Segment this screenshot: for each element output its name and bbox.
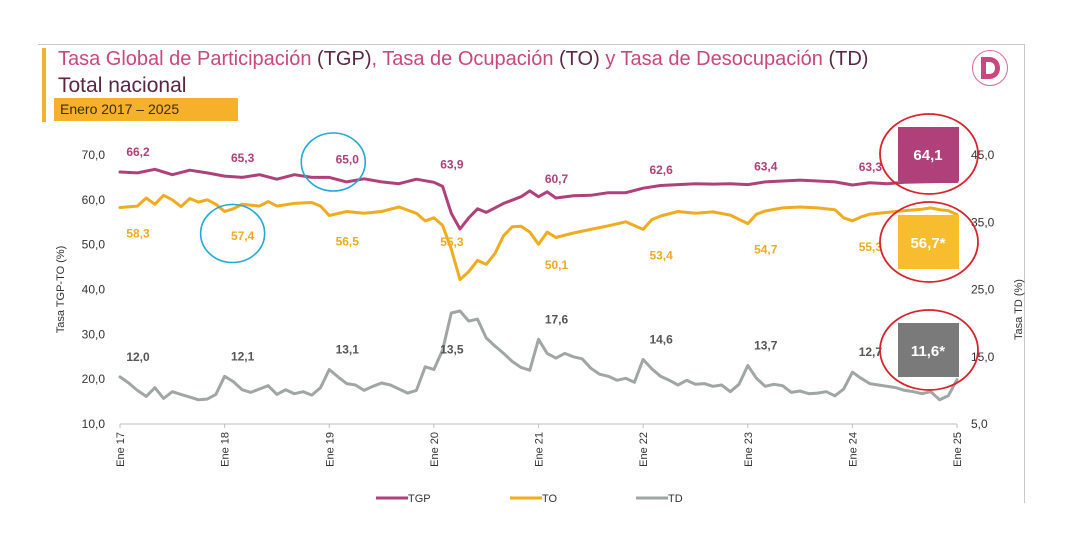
data-label-to: 55,3 bbox=[440, 235, 464, 249]
x-tick-label: Ene 22 bbox=[638, 432, 650, 467]
y-left-tick-label: 60,0 bbox=[82, 193, 106, 207]
latest-value-box-tgp bbox=[898, 127, 959, 181]
x-tick-label: Ene 24 bbox=[847, 432, 859, 467]
x-tick-label: Ene 23 bbox=[743, 432, 755, 467]
data-label-to: 57,4 bbox=[231, 229, 255, 243]
data-label-to: 53,4 bbox=[649, 248, 673, 262]
x-tick-label: Ene 25 bbox=[952, 432, 964, 467]
data-label-to: 50,1 bbox=[545, 258, 569, 272]
chart-title: Tasa Global de Participación (TGP), Tasa… bbox=[58, 48, 868, 71]
legend-label-tgp: TGP bbox=[408, 493, 431, 505]
title-td-abbr: (TD) bbox=[828, 48, 869, 70]
data-label-to: 55,3 bbox=[859, 240, 883, 254]
y-left-tick-label: 20,0 bbox=[82, 372, 106, 386]
y-left-axis-title: Tasa TGP-TO (%) bbox=[55, 246, 67, 334]
x-tick-label: Ene 17 bbox=[115, 432, 127, 467]
data-label-to: 58,3 bbox=[126, 226, 150, 240]
latest-highlight-circle bbox=[879, 201, 979, 283]
y-left-tick-label: 40,0 bbox=[82, 283, 106, 297]
logo-d-icon bbox=[981, 57, 1000, 79]
data-label-td: 13,7 bbox=[754, 338, 778, 352]
y-right-tick-label: 25,0 bbox=[971, 283, 995, 297]
data-label-td: 14,6 bbox=[649, 332, 673, 346]
title-tgp: Tasa Global de Participación bbox=[58, 48, 312, 70]
data-label-td: 12,0 bbox=[126, 350, 150, 364]
series-line-tgp bbox=[118, 167, 959, 231]
x-tick-label: Ene 20 bbox=[429, 432, 441, 467]
title-td: y Tasa de Desocupación bbox=[605, 48, 823, 70]
latest-value-box-to bbox=[898, 215, 959, 269]
title-to-abbr: (TO) bbox=[559, 48, 600, 70]
y-right-tick-label: 45,0 bbox=[971, 148, 995, 162]
y-right-tick-label: 5,0 bbox=[971, 417, 988, 431]
latest-value-td: 11,6* bbox=[911, 343, 945, 360]
latest-value-to: 56,7* bbox=[910, 235, 945, 252]
y-right-axis-title: Tasa TD (%) bbox=[1013, 279, 1025, 340]
highlight-circle bbox=[300, 132, 367, 192]
data-label-tgp: 60,7 bbox=[545, 172, 569, 186]
title-tgp-abbr: (TGP) bbox=[317, 48, 372, 70]
data-label-td: 13,1 bbox=[336, 343, 360, 357]
data-label-tgp: 65,3 bbox=[231, 151, 255, 165]
y-left-tick-label: 10,0 bbox=[82, 417, 106, 431]
data-label-td: 13,5 bbox=[440, 343, 464, 357]
logo bbox=[972, 50, 1008, 86]
data-label-tgp: 66,2 bbox=[126, 145, 150, 159]
data-label-to: 54,7 bbox=[754, 243, 778, 257]
data-label-to: 56,5 bbox=[336, 235, 360, 249]
legend-label-td: TD bbox=[668, 493, 683, 505]
data-label-tgp: 62,6 bbox=[649, 163, 673, 177]
chart-subtitle: Total nacional bbox=[58, 74, 187, 97]
latest-highlight-circle bbox=[879, 113, 979, 195]
series-line-to bbox=[118, 193, 959, 282]
data-label-td: 12,7 bbox=[859, 345, 883, 359]
title-accent-bar bbox=[42, 48, 46, 122]
x-tick-label: Ene 18 bbox=[220, 432, 232, 467]
latest-value-box-td bbox=[898, 323, 959, 377]
latest-value-tgp: 64,1 bbox=[913, 147, 942, 164]
data-label-tgp: 63,3 bbox=[859, 160, 883, 174]
data-label-tgp: 65,0 bbox=[336, 152, 360, 166]
y-right-tick-label: 15,0 bbox=[971, 350, 995, 364]
series-line-td bbox=[118, 309, 959, 402]
x-tick-label: Ene 19 bbox=[324, 432, 336, 467]
y-left-tick-label: 50,0 bbox=[82, 238, 106, 252]
period-badge: Enero 2017 – 2025 bbox=[54, 98, 238, 121]
legend-label-to: TO bbox=[542, 493, 558, 505]
y-left-tick-label: 30,0 bbox=[82, 327, 106, 341]
chart-frame bbox=[38, 44, 1025, 503]
latest-highlight-circle bbox=[879, 309, 979, 391]
highlight-circle bbox=[199, 203, 266, 264]
x-tick-label: Ene 21 bbox=[534, 432, 546, 467]
y-left-tick-label: 70,0 bbox=[82, 148, 106, 162]
title-to: , Tasa de Ocupación bbox=[371, 48, 554, 70]
data-label-td: 17,6 bbox=[545, 312, 569, 326]
y-right-tick-label: 35,0 bbox=[971, 215, 995, 229]
data-label-tgp: 63,4 bbox=[754, 160, 778, 174]
data-label-td: 12,1 bbox=[231, 349, 255, 363]
data-label-tgp: 63,9 bbox=[440, 157, 464, 171]
